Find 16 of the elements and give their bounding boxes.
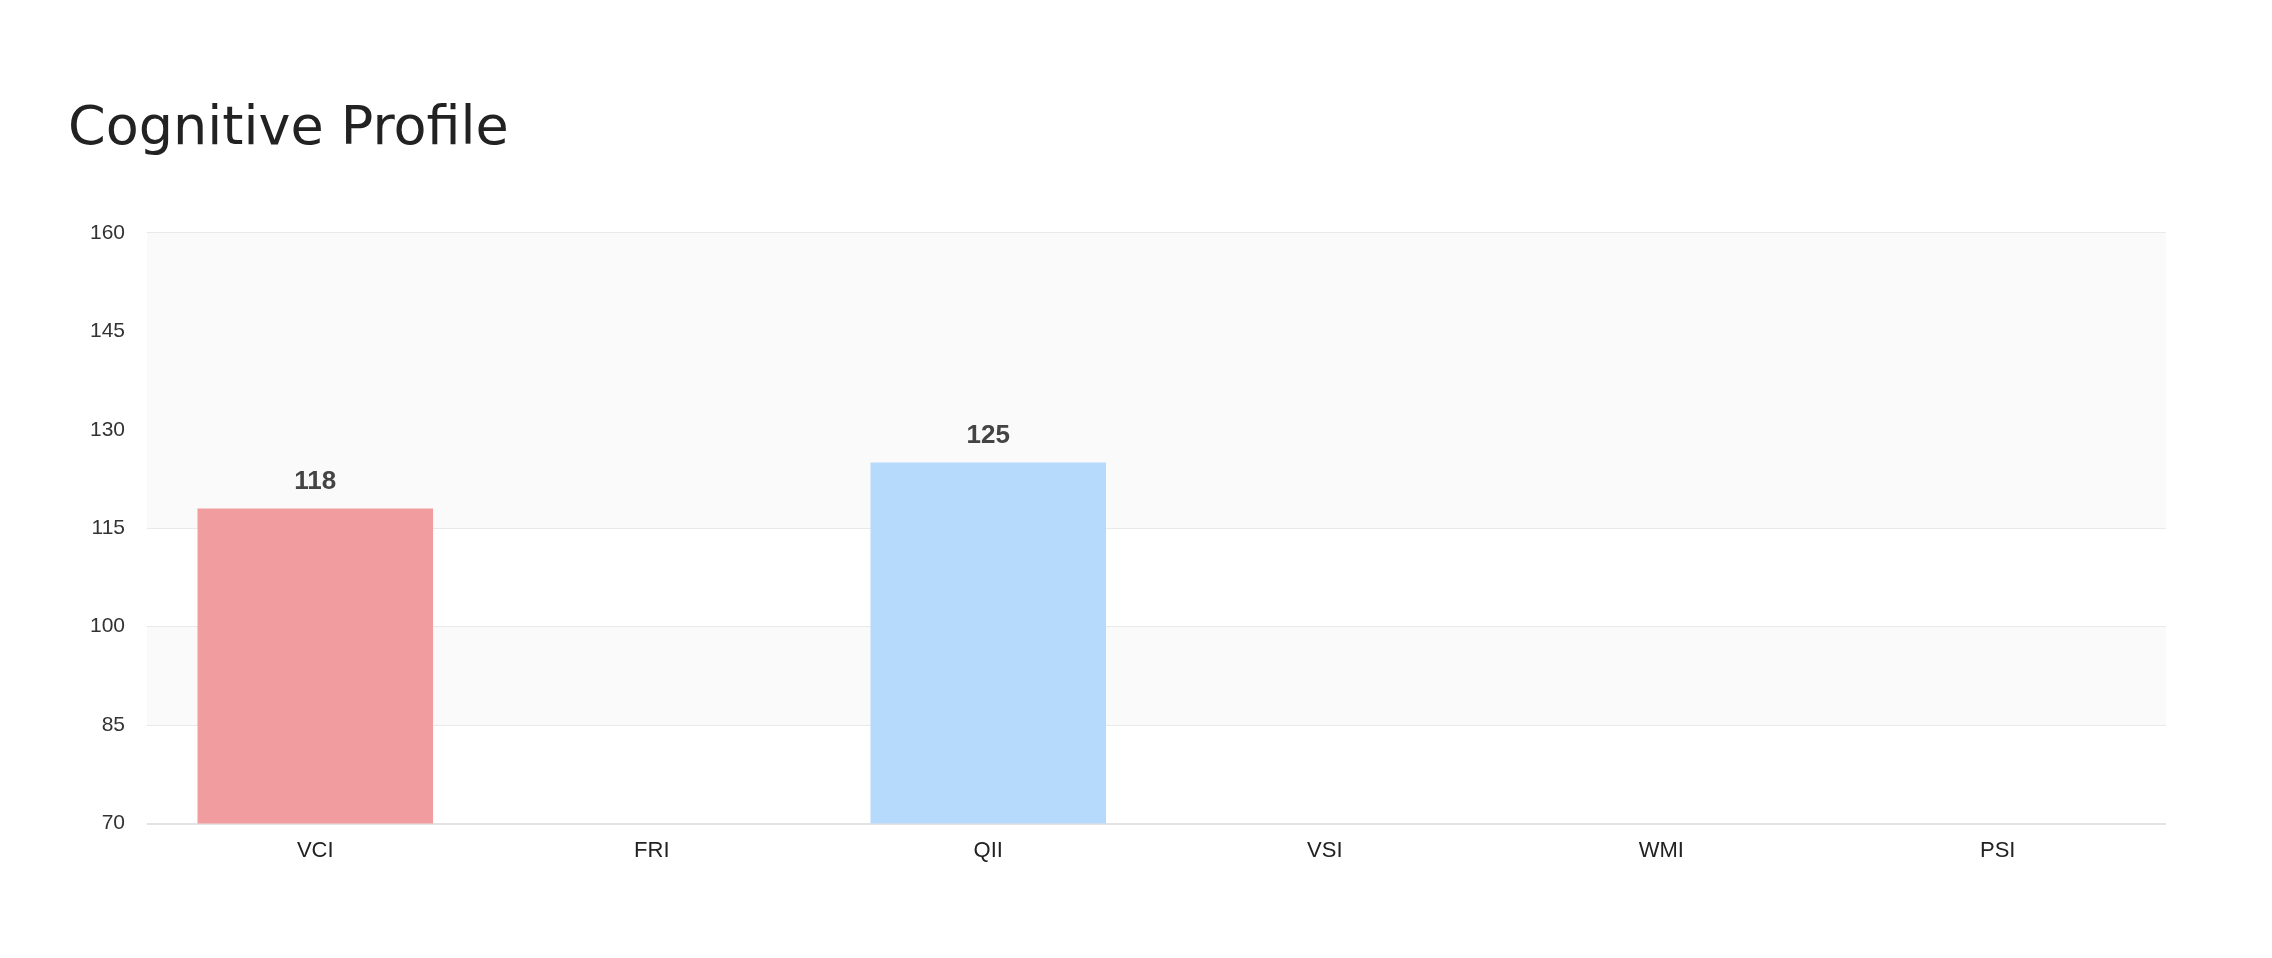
y-tick-label: 70: [101, 810, 126, 834]
y-tick-label: 145: [89, 318, 126, 342]
x-tick-label: VCI: [296, 836, 334, 862]
y-tick-label: 160: [89, 219, 126, 243]
x-tick-label: VSI: [1307, 836, 1343, 862]
data-label: 118: [294, 464, 337, 495]
x-tick-label: PSI: [1980, 836, 2016, 862]
y-tick-label: 115: [91, 515, 126, 538]
x-tick-label: WMI: [1638, 836, 1684, 862]
y-tick-label: 85: [101, 711, 126, 735]
x-tick-label: QII: [973, 836, 1003, 862]
x-tick-label: FRI: [634, 836, 670, 862]
chart-title: Cognitive Profile: [68, 94, 509, 158]
y-tick-label: 130: [89, 416, 126, 440]
y-tick-label: 100: [89, 613, 126, 637]
data-label: 125: [966, 418, 1010, 449]
